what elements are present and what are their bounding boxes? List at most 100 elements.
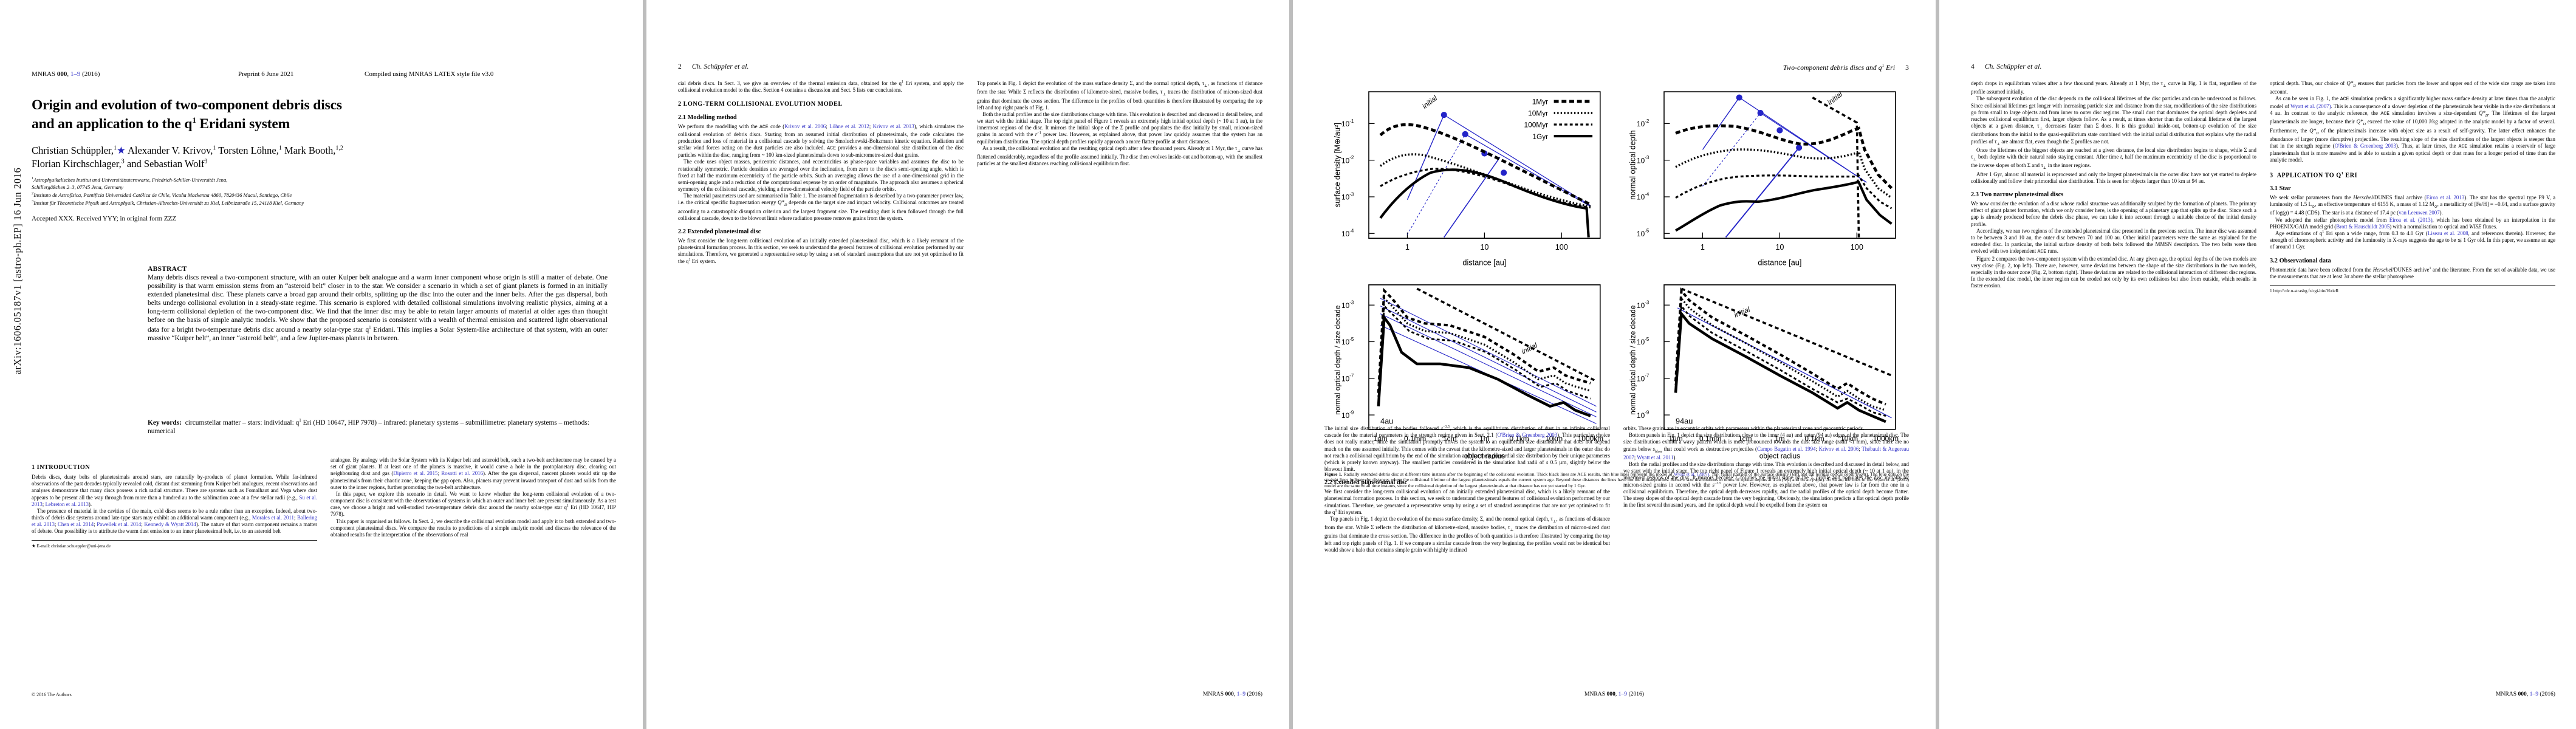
abstract-text: Many debris discs reveal a two-component… [148, 274, 608, 342]
preprint-date: Preprint 6 June 2021 [238, 70, 294, 78]
plot-fig1-top-left: 10 -1 10 -2 10 -3 10 -4 1 10 100 distan [1333, 91, 1601, 267]
svg-text:1cm: 1cm [1443, 434, 1457, 443]
paragraph: The code uses object masses, pericentric… [678, 159, 964, 193]
svg-text:10: 10 [1341, 375, 1350, 383]
paper-page-3: Two-component debris discs and q1 Eri 3 1… [1293, 0, 1936, 729]
svg-text:object radius: object radius [1759, 452, 1800, 460]
running-head-text: Ch. Schüppler et al. [691, 63, 749, 70]
title-line-2-pre: and an application to the q [32, 115, 193, 132]
subsection-heading-star: 3.1 Star [2270, 185, 2291, 192]
paragraph: cial debris discs. In Sect. 3, we give a… [678, 80, 964, 94]
svg-text:10: 10 [1637, 230, 1645, 238]
affiliations: 1Astrophysikalisches Institut und Univer… [32, 176, 616, 207]
svg-text:normal optical depth / size de: normal optical depth / size decade [1628, 305, 1637, 415]
paper-page-2: 2 Ch. Schüppler et al. cial debris discs.… [646, 0, 1289, 729]
page2-column-left: cial debris discs. In Sect. 3, we give a… [678, 80, 964, 685]
svg-text:initial: initial [1733, 305, 1752, 320]
panel-fig1-optical-depth: 10 -2 10 -3 10 -4 10 -5 1 10 100 distan [1620, 80, 1909, 273]
svg-text:normal optical depth / size de: normal optical depth / size decade [1333, 305, 1341, 415]
svg-text:10: 10 [1637, 375, 1645, 383]
svg-text:10: 10 [1480, 243, 1488, 252]
svg-text:initial: initial [1420, 94, 1439, 111]
svg-text:1Gyr: 1Gyr [1532, 132, 1548, 141]
svg-text:10: 10 [1637, 301, 1645, 310]
plot-fig1-bottom-right: 10 -3 10 -5 10 -7 10 -9 1µm 0.1mm 1cm 1m 0.1km 1… [1628, 284, 1899, 460]
paragraph: Both the radial profiles and the size di… [1623, 460, 1909, 508]
svg-text:-2: -2 [1349, 155, 1354, 160]
svg-text:-3: -3 [1349, 191, 1354, 197]
subsection-heading-observational-data: 3.2 Observational data [2270, 257, 2331, 264]
svg-text:initial: initial [1520, 341, 1539, 357]
section-heading-collisional-model: 2 LONG-TERM COLLISIONAL EVOLUTION MODEL [678, 101, 843, 108]
paragraph: The subsequent evolution of the disc dep… [1971, 95, 2256, 146]
affiliation-1b: Schillergäßchen 2–3, 07745 Jena, Germany [32, 184, 123, 191]
footnote-url[interactable]: 1 http://cdc.u-strasbg.fr/cgi-bin/VizieR [2270, 287, 2339, 293]
plot-fig1-top-right: 10 -2 10 -3 10 -4 10 -5 1 10 100 distan [1628, 90, 1896, 267]
page3-columns: The initial size distribution of the bod… [1324, 425, 1909, 685]
svg-text:10: 10 [1637, 411, 1645, 420]
footnote-rule [32, 539, 317, 541]
running-head-text: Two-component debris discs and q1 Eri [1783, 63, 1896, 72]
footnote-rule [2270, 284, 2555, 286]
svg-text:1m: 1m [1479, 434, 1490, 443]
svg-text:100: 100 [1851, 243, 1863, 252]
accepted-line: Accepted XXX. Received YYY; in original … [32, 215, 177, 222]
svg-text:10: 10 [1637, 156, 1645, 165]
keywords-block: Key words: circumstellar matter – stars:… [148, 418, 608, 436]
svg-text:surface density [M⊕/au²]: surface density [M⊕/au²] [1333, 123, 1341, 207]
plot-fig1-bottom-left: 10 -3 10 -5 10 -7 10 -9 1µm 0.1mm 1cm 1m 0.1km 1… [1333, 284, 1603, 460]
paragraph: We adopted the stellar photospheric mode… [2270, 216, 2555, 230]
paragraph: orbits. These grains are in eccentric or… [1623, 425, 1865, 431]
page4-columns: depth drops in equilibrium values after … [1971, 80, 2555, 685]
paragraph: The material parameters used are summari… [678, 193, 964, 221]
abstract-heading: ABSTRACT [148, 265, 187, 273]
journal-pages[interactable]: 1–9 [70, 70, 81, 78]
svg-text:1cm: 1cm [1738, 434, 1752, 443]
paragraph: We first consider the long-term collisio… [678, 238, 964, 264]
corresponding-author-star: ★ [117, 145, 126, 156]
svg-text:0.1km: 0.1km [1509, 434, 1529, 443]
svg-text:10: 10 [1341, 411, 1350, 420]
svg-text:-9: -9 [1645, 410, 1649, 416]
section-heading-introduction: 1 INTRODUCTION [32, 464, 91, 471]
arxiv-identifier-spine: arXiv:1606.05187v1 [astro-ph.EP] 16 Jun … [12, 167, 23, 375]
page3-column-right: orbits. These grains are in eccentric or… [1623, 425, 1909, 685]
author-line-1: Christian Schüppler,1★ Alexander V. Kriv… [32, 145, 343, 156]
svg-text:0.1mm: 0.1mm [1404, 434, 1426, 443]
paragraph: Both the radial profiles and the size di… [977, 111, 1262, 145]
paragraph: optical depth. Thus, our choice of Q*D e… [2270, 80, 2555, 95]
svg-text:10: 10 [1341, 338, 1350, 347]
svg-text:-5: -5 [1645, 228, 1649, 234]
page4-column-left: depth drops in equilibrium values after … [1971, 80, 2256, 685]
journal-year: (2016) [82, 70, 100, 78]
svg-text:1: 1 [1701, 243, 1705, 252]
paragraph: Bottom panels in Fig. 1 depict the size … [1623, 432, 1910, 460]
running-head-page3: Two-component debris discs and q1 Eri 3 [1783, 63, 1909, 72]
paragraph: depth drops in equilibrium values after … [1971, 80, 2256, 95]
svg-text:-5: -5 [1645, 337, 1649, 342]
paragraph: In this paper, we explore this scenario … [331, 490, 616, 518]
journal-header: MNRAS 000, 1–9 (2016) [32, 70, 100, 78]
subsection-heading-extended-disc: 2.2 Extended planetesimal disc [1324, 479, 1408, 487]
svg-text:-4: -4 [1645, 191, 1649, 197]
subsection-heading-two-narrow-discs: 2.3 Two narrow planetesimal discs [1971, 191, 2064, 199]
page1-column-left: 1 INTRODUCTION Debris discs, dusty belts… [32, 457, 317, 685]
svg-text:100: 100 [1555, 243, 1568, 252]
svg-text:1000km: 1000km [1578, 434, 1603, 443]
section-heading-application: 3 APPLICATION TO q1 ERI [2270, 171, 2358, 179]
svg-text:10: 10 [1341, 193, 1350, 202]
title-line-1: Origin and evolution of two-component de… [32, 97, 342, 113]
paragraph: Top panels in Fig. 1 depict the evolutio… [1324, 515, 1610, 553]
footnote-email: ★ E-mail: christian.schueppler@uni-jena.… [32, 542, 111, 549]
svg-text:10: 10 [1775, 243, 1784, 252]
svg-text:10: 10 [1341, 156, 1350, 165]
svg-text:-3: -3 [1645, 300, 1649, 306]
page3-column-left: The initial size distribution of the bod… [1324, 425, 1610, 685]
citation-wyatt[interactable]: Wyatt et al. (2007) [1674, 471, 1710, 477]
svg-text:100Myr: 100Myr [1524, 121, 1548, 129]
svg-text:1µm: 1µm [1668, 434, 1682, 443]
figure-1-label: Figure 1. [1324, 471, 1343, 477]
svg-text:10: 10 [1637, 338, 1645, 347]
svg-text:1: 1 [1405, 243, 1410, 252]
